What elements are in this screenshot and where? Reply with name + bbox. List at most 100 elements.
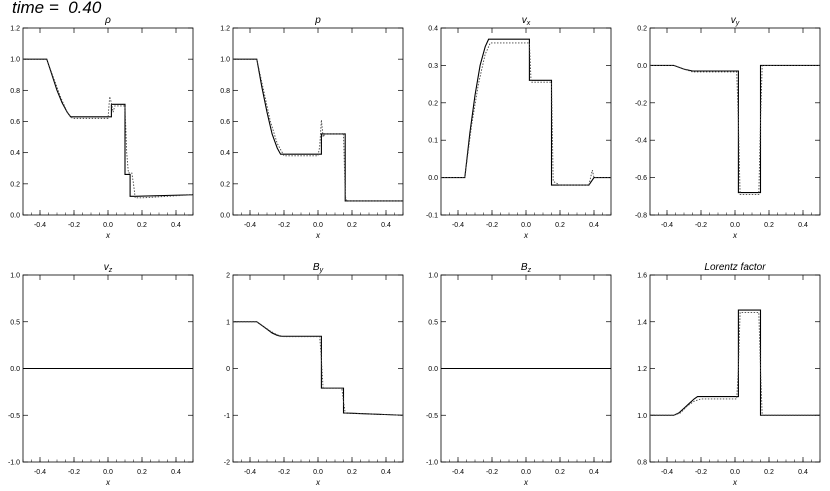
panel-1: -0.4 -0.2 0.0 0.2 0.4 0.0 0.2 0.4 0.6 0.8 1.0 1.2 ρ x: [10, 15, 194, 240]
x-tick-label: 0.2: [137, 469, 147, 476]
panel-7: -0.4 -0.2 0.0 0.2 0.4 -1.0 -0.5 0.0 0.5 1.0 Bz x: [426, 262, 612, 487]
y-tick-label: 1.2: [637, 366, 647, 373]
y-tick-label: -1.0: [8, 460, 20, 467]
panel-2: -0.4 -0.2 0.0 0.2 0.4 0.0 0.2 0.4 0.6 0.8 1.0 1.2 p x: [220, 15, 404, 240]
x-tick-label: 0.2: [764, 469, 774, 476]
x-tick-label: 0.2: [137, 222, 147, 229]
x-tick-label: 0.0: [730, 222, 740, 229]
x-tick-label: 0.4: [798, 469, 808, 476]
x-axis-label: x: [523, 478, 529, 487]
y-tick-label: 1.2: [220, 26, 230, 33]
plot-frame: [232, 27, 404, 216]
x-tick-label: 0.2: [555, 222, 565, 229]
y-tick-label: -2: [224, 460, 230, 467]
y-tick-label: -0.4: [635, 138, 647, 145]
x-tick-label: 0.0: [521, 222, 531, 229]
panel-5: -0.4 -0.2 0.0 0.2 0.4 -1.0 -0.5 0.0 0.5 1.0 vz x: [8, 262, 194, 487]
x-tick-label: 0.2: [347, 222, 357, 229]
x-axis-label: x: [105, 478, 111, 487]
solid-series-line: [441, 38, 611, 186]
y-tick-label: 0.2: [10, 181, 20, 188]
plot-frame: [22, 27, 194, 216]
y-tick-label: 1.0: [10, 273, 20, 280]
plot-frame: [232, 274, 404, 463]
dotted-series-line: [23, 58, 194, 199]
y-tick-label: 1.0: [10, 57, 20, 64]
y-tick-label: -1.0: [426, 460, 438, 467]
solid-series-line: [650, 64, 820, 194]
y-tick-label: -0.5: [8, 413, 20, 420]
y-tick-label: 1.0: [428, 273, 438, 280]
x-tick-label: -0.4: [244, 222, 256, 229]
panel-6: -0.4 -0.2 0.0 0.2 0.4 -2 -1 0 1 2 By x: [224, 262, 404, 487]
x-tick-label: 0.4: [171, 222, 181, 229]
y-tick-label: 0.0: [10, 213, 20, 220]
panel-title: vy: [731, 15, 740, 27]
x-tick-label: 0.4: [171, 469, 181, 476]
y-tick-label: -0.8: [635, 213, 647, 220]
x-axis-label: x: [523, 231, 529, 240]
y-tick-label: 0.0: [220, 213, 230, 220]
y-tick-label: -0.5: [426, 413, 438, 420]
y-tick-label: 0.0: [10, 366, 20, 373]
x-tick-label: -0.2: [278, 469, 290, 476]
y-tick-label: 2: [226, 273, 230, 280]
x-tick-label: 0.2: [347, 469, 357, 476]
panel-title: vz: [104, 262, 113, 274]
x-axis-label: x: [105, 231, 111, 240]
x-tick-label: 0.0: [313, 222, 323, 229]
x-axis-label: x: [315, 231, 321, 240]
x-tick-label: 0.2: [555, 469, 565, 476]
x-tick-label: -0.4: [661, 469, 673, 476]
x-tick-label: -0.2: [68, 222, 80, 229]
x-tick-label: -0.2: [695, 469, 707, 476]
panel-title: By: [313, 262, 324, 274]
y-tick-label: 0.6: [220, 119, 230, 126]
dotted-series-line: [233, 58, 403, 202]
x-tick-label: -0.4: [452, 469, 464, 476]
panel-3: -0.4 -0.2 0.0 0.2 0.4 -0.1 0.0 0.1 0.2 0.3 0.4 vx x: [426, 15, 612, 240]
x-tick-label: 0.2: [764, 222, 774, 229]
y-tick-label: 0: [226, 366, 230, 373]
x-tick-label: 0.0: [730, 469, 740, 476]
x-tick-label: 0.0: [521, 469, 531, 476]
x-axis-label: x: [315, 478, 321, 487]
y-tick-label: 0.4: [428, 26, 438, 33]
x-tick-label: -0.4: [34, 222, 46, 229]
dotted-series-line: [650, 311, 820, 416]
panel-title: ρ: [104, 15, 111, 26]
y-tick-label: 0.3: [428, 63, 438, 70]
dotted-series-line: [441, 42, 611, 186]
x-tick-label: -0.4: [452, 222, 464, 229]
solid-series-line: [650, 309, 820, 416]
dotted-series-line: [650, 64, 820, 195]
y-tick-label: -0.6: [635, 175, 647, 182]
figure-title: time = 0.40: [12, 0, 102, 17]
solid-series-line: [23, 58, 194, 197]
y-tick-label: 0.4: [10, 150, 20, 157]
y-tick-label: 1: [226, 319, 230, 326]
solid-series-line: [233, 58, 403, 202]
x-tick-label: 0.0: [103, 469, 113, 476]
plot-frame: [649, 27, 821, 216]
y-tick-label: 0.8: [637, 460, 647, 467]
x-tick-label: -0.4: [244, 469, 256, 476]
x-tick-label: -0.4: [661, 222, 673, 229]
y-tick-label: 0.1: [428, 138, 438, 145]
y-tick-label: 0.5: [10, 319, 20, 326]
y-tick-label: -0.1: [426, 213, 438, 220]
y-tick-label: 0.0: [428, 366, 438, 373]
x-tick-label: -0.2: [68, 469, 80, 476]
y-tick-label: 1.4: [637, 319, 647, 326]
x-tick-label: 0.4: [381, 222, 391, 229]
y-tick-label: 1.2: [10, 26, 20, 33]
panel-title: p: [314, 15, 321, 26]
x-axis-label: x: [732, 231, 738, 240]
panel-title: Lorentz factor: [704, 262, 766, 273]
panel-title: vx: [522, 15, 531, 27]
solid-series-line: [233, 321, 404, 416]
y-tick-label: 0.2: [220, 181, 230, 188]
x-tick-label: -0.2: [695, 222, 707, 229]
panel-4: -0.4 -0.2 0.0 0.2 0.4 -0.8 -0.6 -0.4 -0.2 0.0 0.2 v…: [635, 15, 821, 240]
